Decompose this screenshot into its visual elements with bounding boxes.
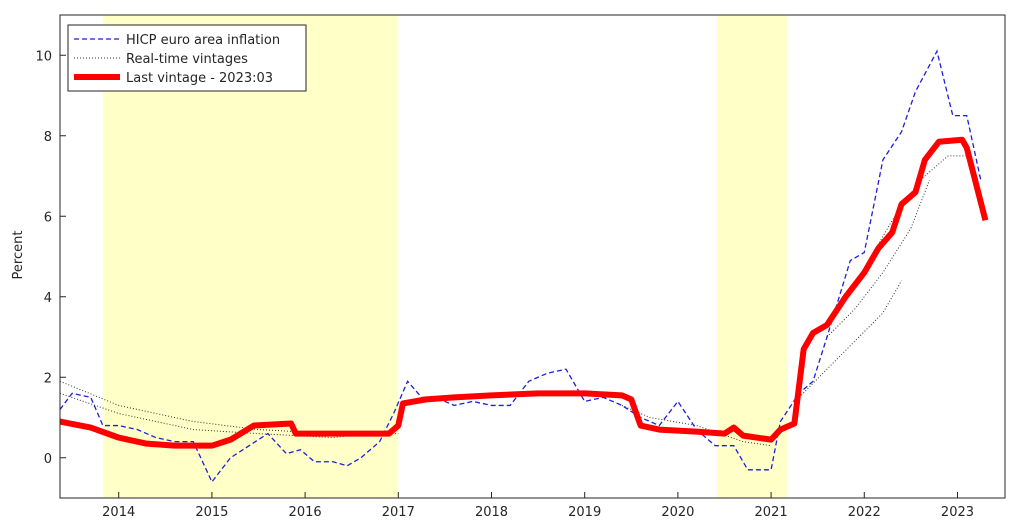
- x-tick-label: 2020: [661, 505, 694, 520]
- data-line: [863, 155, 967, 269]
- plot-area: [60, 49, 989, 484]
- x-tick-label: 2015: [195, 505, 228, 520]
- x-tick-label: 2016: [289, 505, 322, 520]
- y-tick-label: 10: [35, 49, 52, 64]
- x-tick-label: 2019: [568, 505, 601, 520]
- x-tick-label: 2018: [475, 505, 508, 520]
- y-tick-label: 0: [44, 452, 52, 467]
- legend-label: Real-time vintages: [126, 52, 248, 67]
- shaded-period: [102, 15, 399, 498]
- x-tick-label: 2023: [941, 505, 974, 520]
- y-tick-label: 6: [44, 210, 52, 225]
- y-axis-label: Percent: [11, 231, 26, 280]
- legend-label: Last vintage - 2023:03: [126, 71, 273, 86]
- data-line: [826, 179, 930, 338]
- x-tick-label: 2021: [755, 505, 788, 520]
- legend-label: HICP euro area inflation: [126, 33, 280, 48]
- x-tick-label: 2014: [102, 505, 135, 520]
- y-tick-label: 2: [44, 371, 52, 386]
- y-tick-label: 4: [44, 291, 52, 306]
- shaded-period: [717, 15, 787, 498]
- x-tick-label: 2022: [848, 505, 881, 520]
- data-line: [60, 392, 399, 439]
- plot-background: [102, 15, 787, 498]
- data-line: [60, 49, 982, 484]
- y-tick-label: 8: [44, 130, 52, 145]
- axes-box: [59, 14, 1006, 499]
- data-line: [60, 136, 989, 449]
- x-tick-label: 2017: [382, 505, 415, 520]
- data-line: [798, 280, 902, 398]
